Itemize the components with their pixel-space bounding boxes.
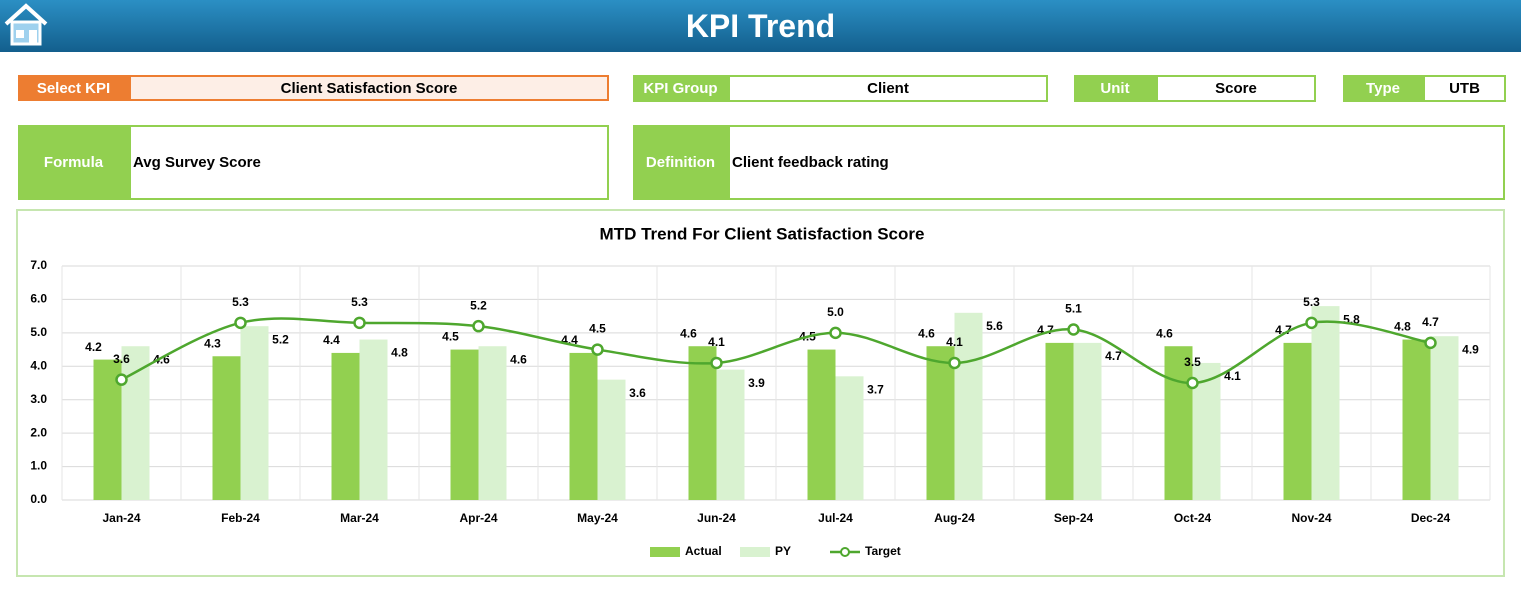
chart-panel [16,209,1505,577]
field-value: Score [1156,75,1316,102]
kpi-select[interactable]: Client Satisfaction Score [129,75,609,101]
field-value: Client feedback rating [728,125,1505,200]
header: KPI Trend [0,0,1521,52]
page-title: KPI Trend [685,8,836,44]
home-icon[interactable] [2,2,50,50]
field-label: Formula [18,125,129,200]
field-label: Select KPI [18,75,129,101]
field-value: Client [728,75,1048,102]
field-label: Type [1343,75,1423,102]
field-label: Unit [1074,75,1156,102]
field-label: KPI Group [633,75,728,102]
field-label: Definition [633,125,728,200]
field-value: UTB [1423,75,1506,102]
field-value: Avg Survey Score [129,125,609,200]
